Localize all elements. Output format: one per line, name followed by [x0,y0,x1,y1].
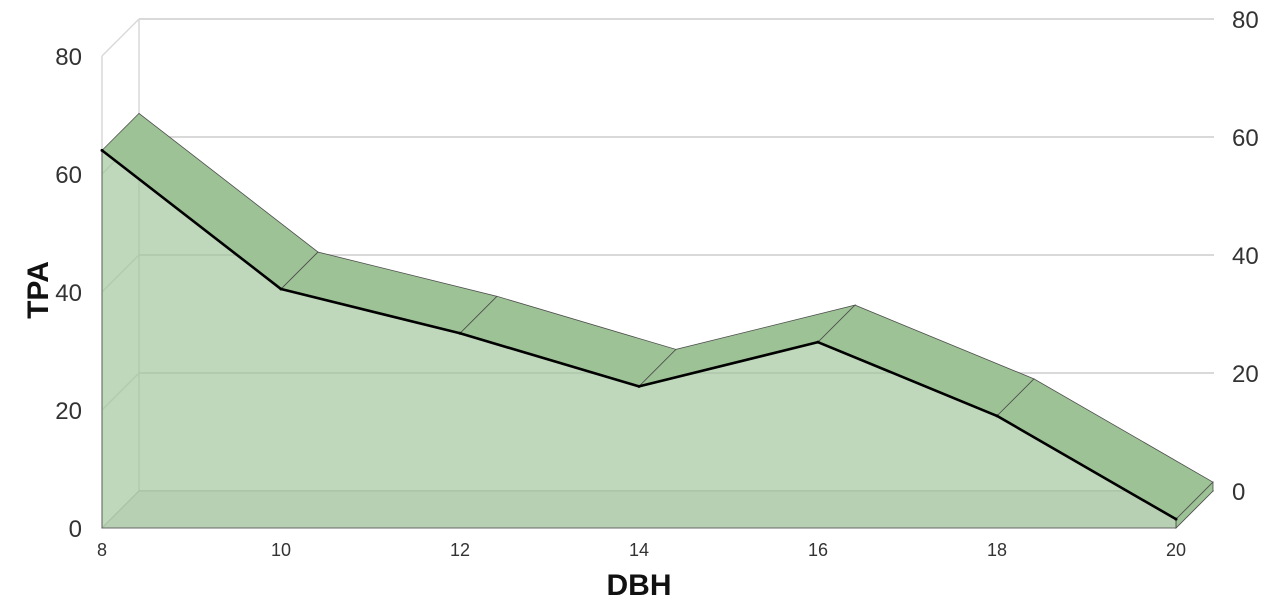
y-tick-label-right: 60 [1232,125,1259,152]
x-axis-title: DBH [607,569,672,601]
y-tick-label-right: 40 [1232,243,1259,270]
y-tick-label-left: 20 [55,398,82,425]
y-axis-title: TPA [22,261,55,319]
y-tick-label-right: 80 [1232,7,1259,34]
gridline-side [101,18,140,57]
data-point [279,287,283,291]
data-point [1174,517,1178,521]
y-axis-left-ticks: 0 20 40 60 80 [55,44,82,543]
data-point [637,384,641,388]
data-point [816,340,820,344]
y-tick-label-left: 0 [69,516,82,543]
x-axis-ticks: 8 10 12 14 16 18 20 [97,540,1186,560]
data-point [458,331,462,335]
x-tick-label: 14 [629,540,649,560]
x-tick-label: 10 [271,540,291,560]
data-point [100,148,104,152]
y-axis-right-ticks: 0 20 40 60 80 [1232,7,1259,506]
x-tick-label: 8 [97,540,107,560]
y-tick-label-left: 60 [55,162,82,189]
x-tick-label: 16 [808,540,828,560]
area-series [100,112,1214,529]
y-tick-label-left: 80 [55,44,82,71]
y-tick-label-right: 20 [1232,361,1259,388]
y-tick-label-right: 0 [1232,479,1245,506]
y-tick-label-left: 40 [55,280,82,307]
x-tick-label: 18 [987,540,1007,560]
x-tick-label: 12 [450,540,470,560]
data-point [995,414,999,418]
x-tick-label: 20 [1166,540,1186,560]
